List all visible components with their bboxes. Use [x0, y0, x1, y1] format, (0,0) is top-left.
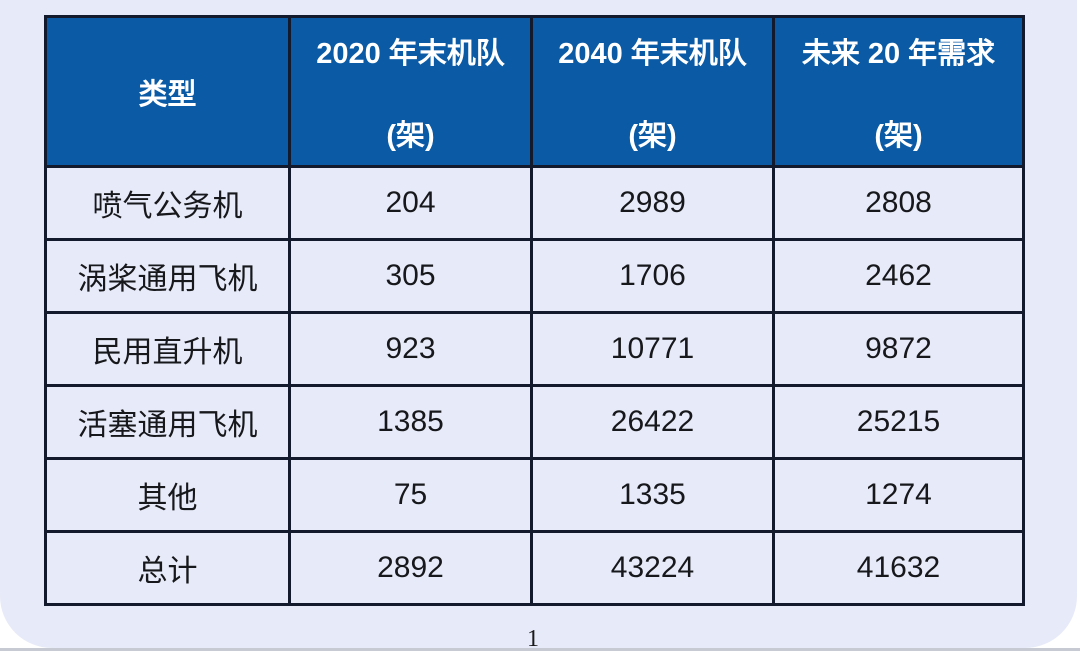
header-cell-2020-fleet: 2020 年末机队 (架) — [288, 15, 533, 168]
row-demand-value-cell: 2808 — [772, 165, 1025, 241]
row-demand-value-cell: 9872 — [772, 311, 1025, 387]
row-demand-value-cell: 41632 — [772, 530, 1025, 606]
row-demand-value-cell: 1274 — [772, 457, 1025, 533]
row-2020-value-cell: 1385 — [288, 384, 533, 460]
table-row: 总计 2892 43224 41632 — [44, 530, 1025, 606]
table-row: 涡桨通用飞机 305 1706 2462 — [44, 238, 1025, 314]
header-cell-type: 类型 — [44, 15, 291, 168]
row-type-cell: 民用直升机 — [44, 311, 291, 387]
row-2040-value-cell: 26422 — [530, 384, 775, 460]
header-label-line2: (架) — [628, 119, 677, 152]
table-row: 其他 75 1335 1274 — [44, 457, 1025, 533]
row-type-cell: 喷气公务机 — [44, 165, 291, 241]
header-label-line2: (架) — [874, 119, 923, 152]
page-number: 1 — [527, 626, 539, 651]
header-label-line2: (架) — [386, 119, 435, 152]
row-type-cell: 其他 — [44, 457, 291, 533]
row-2040-value-cell: 43224 — [530, 530, 775, 606]
row-2020-value-cell: 2892 — [288, 530, 533, 606]
row-type-cell: 活塞通用飞机 — [44, 384, 291, 460]
row-2040-value-cell: 10771 — [530, 311, 775, 387]
header-label-line1: 2040 年末机队 — [558, 37, 747, 70]
row-demand-value-cell: 25215 — [772, 384, 1025, 460]
table-body: 喷气公务机 204 2989 2808 涡桨通用飞机 305 1706 2462 民用直升机 92… — [44, 165, 1025, 606]
header-label-line1: 未来 20 年需求 — [801, 37, 996, 70]
header-type-label: 类型 — [138, 78, 197, 111]
row-2020-value-cell: 305 — [288, 238, 533, 314]
row-2040-value-cell: 1335 — [530, 457, 775, 533]
row-type-cell: 总计 — [44, 530, 291, 606]
table-row: 活塞通用飞机 1385 26422 25215 — [44, 384, 1025, 460]
fleet-table: 类型 2020 年末机队 (架) 2040 年末机队 (架) — [44, 15, 1025, 606]
row-demand-value-cell: 2462 — [772, 238, 1025, 314]
table-row: 民用直升机 923 10771 9872 — [44, 311, 1025, 387]
header-cell-20yr-demand: 未来 20 年需求 (架) — [772, 15, 1025, 168]
table-row: 喷气公务机 204 2989 2808 — [44, 165, 1025, 241]
row-2040-value-cell: 2989 — [530, 165, 775, 241]
row-2020-value-cell: 75 — [288, 457, 533, 533]
header-label-line1: 2020 年末机队 — [316, 37, 505, 70]
bottom-divider — [0, 648, 1080, 651]
header-cell-2040-fleet: 2040 年末机队 (架) — [530, 15, 775, 168]
row-2040-value-cell: 1706 — [530, 238, 775, 314]
header-row: 类型 2020 年末机队 (架) 2040 年末机队 (架) — [44, 15, 1025, 168]
row-2020-value-cell: 204 — [288, 165, 533, 241]
row-2020-value-cell: 923 — [288, 311, 533, 387]
row-type-cell: 涡桨通用飞机 — [44, 238, 291, 314]
